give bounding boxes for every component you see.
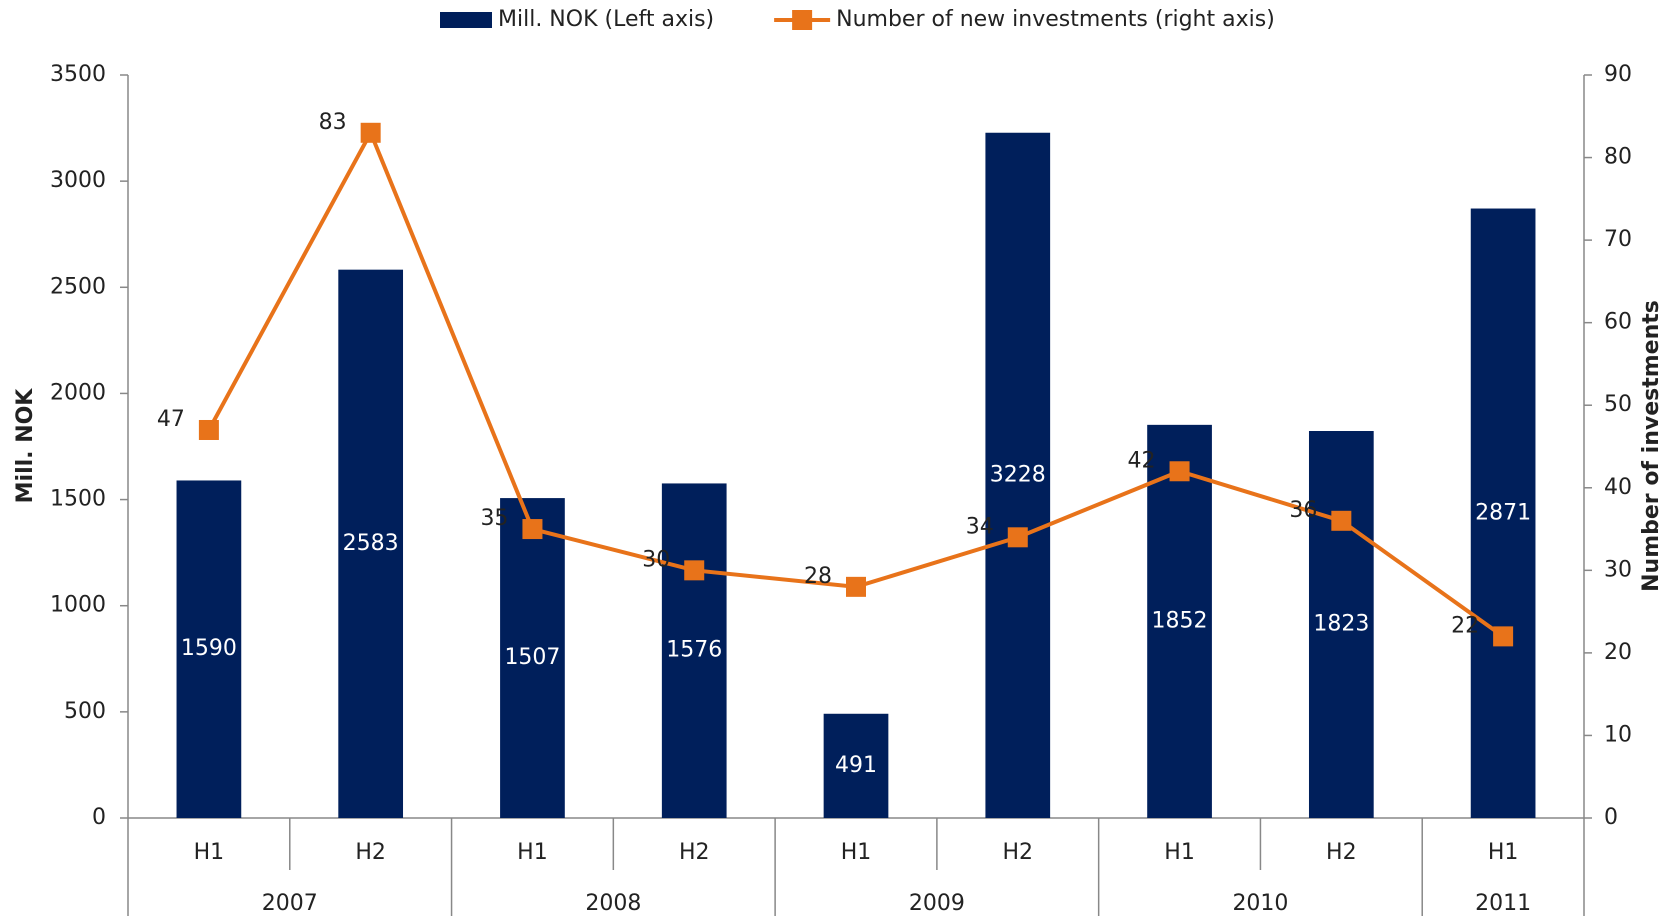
y-tick-label: 1500 — [50, 487, 106, 512]
line-marker — [846, 576, 866, 597]
x-tick-label: H1 — [1164, 840, 1195, 865]
y2-tick-label: 40 — [1604, 475, 1632, 500]
y-tick-label: 2000 — [50, 380, 106, 405]
y-tick-label: 1000 — [50, 593, 106, 618]
bar-value-label: 1823 — [1313, 612, 1369, 637]
bar-value-label: 491 — [835, 753, 877, 778]
line-value-label: 36 — [1289, 498, 1317, 523]
bar — [661, 483, 727, 818]
group-label: 2010 — [1232, 891, 1288, 916]
line-value-label: 22 — [1451, 613, 1479, 638]
y2-tick-label: 20 — [1604, 640, 1632, 665]
y2-tick-label: 10 — [1604, 722, 1632, 747]
x-tick-label: H1 — [194, 840, 225, 865]
line-marker — [1493, 626, 1514, 647]
x-tick-label: H2 — [1326, 840, 1357, 865]
y-axis-label: Mill. NOK — [13, 388, 38, 504]
bar-value-label: 2583 — [343, 531, 399, 556]
y-tick-label: 3500 — [50, 62, 106, 87]
line-marker — [198, 419, 219, 440]
bar — [1470, 208, 1536, 818]
group-label: 2007 — [262, 891, 318, 916]
x-tick-label: H2 — [1003, 840, 1034, 865]
legend-swatch — [440, 12, 492, 28]
line-marker — [1331, 510, 1352, 531]
bar — [176, 480, 242, 818]
y2-tick-label: 70 — [1604, 227, 1632, 252]
bar-value-label: 1576 — [666, 638, 722, 663]
line-marker — [360, 122, 381, 143]
line-value-label: 30 — [642, 547, 670, 572]
y2-tick-label: 60 — [1604, 310, 1632, 335]
bar-value-label: 1852 — [1152, 608, 1208, 633]
y-tick-label: 500 — [64, 699, 106, 724]
y2-tick-label: 90 — [1604, 62, 1632, 87]
line-value-label: 83 — [319, 110, 347, 135]
y-tick-label: 2500 — [50, 274, 106, 299]
y2-tick-label: 30 — [1604, 557, 1632, 582]
legend-label: Number of new investments (right axis) — [836, 7, 1275, 32]
x-tick-label: H1 — [1488, 840, 1519, 865]
group-label: 2011 — [1475, 891, 1531, 916]
y-tick-label: 0 — [92, 805, 106, 830]
bar-value-label: 1507 — [504, 645, 560, 670]
x-tick-label: H1 — [517, 840, 548, 865]
group-label: 2009 — [909, 891, 965, 916]
bar-value-label: 2871 — [1475, 500, 1531, 525]
line-marker — [522, 519, 543, 540]
group-label: 2008 — [585, 891, 641, 916]
line-value-label: 35 — [480, 506, 508, 531]
line-value-label: 47 — [157, 407, 185, 432]
bar-value-label: 3228 — [990, 462, 1046, 487]
line-marker — [1169, 461, 1190, 482]
x-tick-label: H2 — [679, 840, 710, 865]
x-tick-label: H2 — [355, 840, 386, 865]
bar — [1147, 424, 1212, 818]
line-value-label: 28 — [804, 564, 832, 589]
legend-label: Mill. NOK (Left axis) — [498, 7, 714, 32]
y2-tick-label: 50 — [1604, 392, 1632, 417]
y-tick-label: 3000 — [50, 168, 106, 193]
y2-tick-label: 0 — [1604, 805, 1618, 830]
line-value-label: 42 — [1128, 448, 1156, 473]
legend-swatch — [792, 10, 813, 30]
bar — [500, 498, 565, 818]
line-marker — [1007, 527, 1028, 548]
bar — [1308, 431, 1374, 818]
bar-value-label: 1590 — [181, 636, 237, 661]
y2-axis-label: Number of investments — [1639, 300, 1664, 592]
line-marker — [684, 560, 705, 581]
line-value-label: 34 — [966, 514, 994, 539]
x-tick-label: H1 — [841, 840, 872, 865]
bar — [985, 132, 1051, 819]
y2-tick-label: 80 — [1604, 145, 1632, 170]
bar — [823, 713, 889, 818]
bar — [338, 269, 404, 818]
